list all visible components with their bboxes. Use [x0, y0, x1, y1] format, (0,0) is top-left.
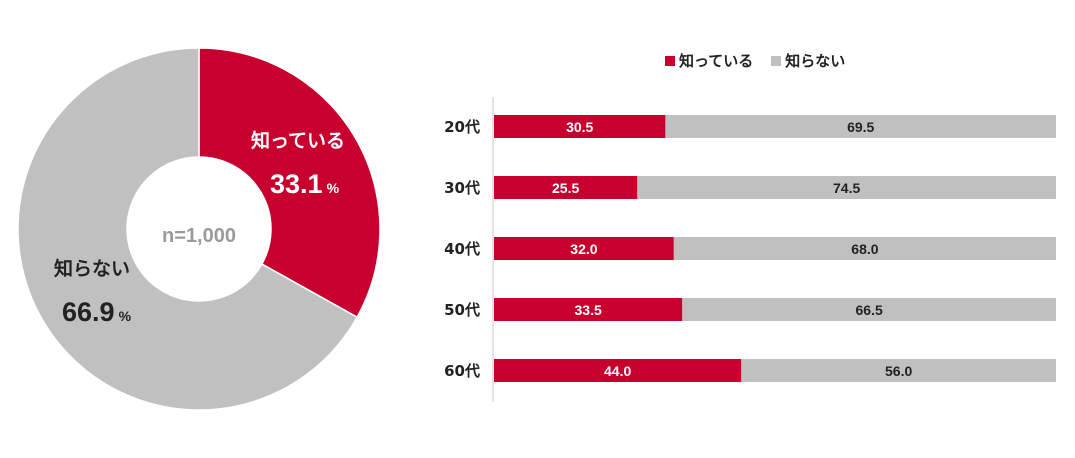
bar-segment-known: [494, 176, 638, 199]
legend-label-unknown: 知らない: [785, 52, 846, 70]
slice-value-unknown: 66.9%: [62, 297, 132, 327]
bar-segment-unknown: [637, 176, 1056, 199]
slice-value-known-number: 33.1: [270, 169, 323, 199]
bar-segment-known: [494, 115, 666, 138]
category-label: 40代: [444, 240, 480, 258]
category-label: 60代: [444, 362, 480, 380]
bar-value-label: 68.0: [851, 241, 878, 257]
bar-segment-unknown: [682, 298, 1056, 321]
slice-label-known: 知っている: [251, 129, 345, 152]
bar-segment-unknown: [665, 115, 1056, 138]
bar-value-label: 32.0: [570, 241, 597, 257]
legend-swatch-unknown: [771, 55, 782, 66]
bar-value-label: 25.5: [552, 180, 579, 196]
donut-slice-known: [198, 47, 381, 319]
legend-swatch-known: [665, 55, 675, 66]
category-label: 20代: [444, 118, 480, 136]
slice-value-known: 33.1%: [270, 169, 340, 199]
bar-value-label: 44.0: [604, 363, 631, 379]
bar-segment-known: [494, 298, 683, 321]
slice-value-unknown-number: 66.9: [62, 297, 115, 327]
bar-value-label: 74.5: [833, 180, 860, 196]
donut-slice-unknown: [17, 47, 359, 411]
bar-legend: 知っている 知らない: [665, 50, 845, 71]
bar-value-label: 30.5: [566, 119, 593, 135]
bar-value-label: 33.5: [575, 302, 602, 318]
legend-label-known: 知っている: [679, 52, 754, 70]
category-label: 50代: [444, 301, 480, 319]
donut-center-label: n=1,000: [162, 225, 236, 247]
bar-value-label: 56.0: [885, 363, 912, 379]
donut-chart: n=1,000 知っている 33.1% 知らない 66.9%: [17, 47, 381, 411]
bar-value-label: 69.5: [847, 119, 874, 135]
slice-label-unknown: 知らない: [54, 257, 130, 280]
bar-segment-known: [494, 359, 742, 382]
legend-item-unknown: 知らない: [771, 50, 845, 71]
slice-value-unknown-unit: %: [119, 308, 132, 324]
bar-segment-unknown: [673, 237, 1056, 260]
bar-value-label: 66.5: [856, 302, 883, 318]
bar-segment-known: [494, 237, 674, 260]
slice-value-known-unit: %: [327, 180, 340, 196]
bar-segment-unknown: [741, 359, 1056, 382]
legend-item-known: 知っている: [665, 50, 753, 71]
category-label: 30代: [444, 179, 480, 197]
